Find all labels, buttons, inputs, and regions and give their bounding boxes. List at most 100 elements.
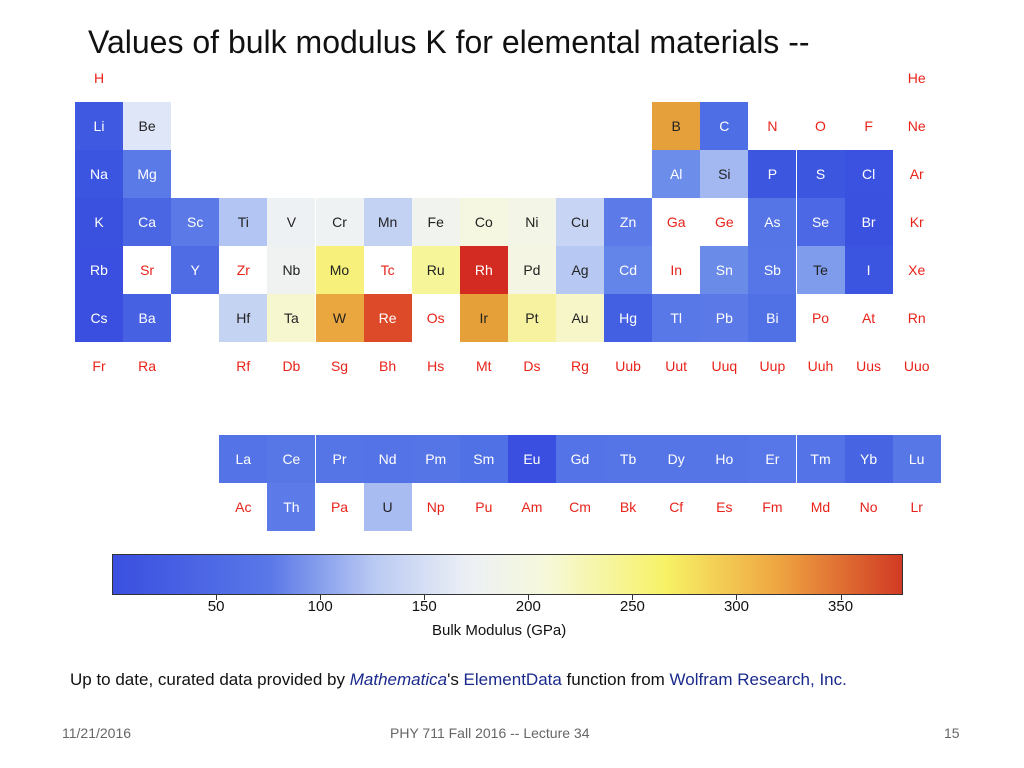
element-cell-lu: Lu — [892, 435, 941, 483]
element-cell-np: Np — [426, 499, 445, 515]
footer-course: PHY 711 Fall 2016 -- Lecture 34 — [390, 725, 590, 741]
element-cell-th: Th — [267, 483, 316, 531]
element-cell-ta: Ta — [267, 294, 316, 342]
element-cell-rg: Rg — [571, 358, 589, 374]
element-cell-sc: Sc — [171, 198, 220, 246]
element-cell-zr: Zr — [236, 262, 250, 278]
element-cell-mg: Mg — [123, 150, 172, 198]
element-cell-gd: Gd — [556, 435, 604, 483]
element-cell-nd: Nd — [363, 435, 412, 483]
element-cell-rb: Rb — [75, 246, 123, 294]
element-cell-si: Si — [700, 150, 749, 198]
element-cell-sr: Sr — [140, 262, 155, 278]
colorbar-tick-label: 100 — [307, 598, 333, 615]
colorbar-tick-label: 350 — [828, 598, 854, 615]
element-cell-eu: Eu — [507, 435, 556, 483]
element-cell-ti: Ti — [219, 198, 268, 246]
element-cell-pu: Pu — [475, 499, 493, 515]
element-cell-lr: Lr — [910, 499, 923, 515]
element-cell-ds: Ds — [523, 358, 541, 374]
element-cell-he: He — [907, 70, 926, 86]
element-cell-tl: Tl — [652, 294, 701, 342]
element-cell-pa: Pa — [330, 499, 349, 515]
element-cell-n: N — [767, 118, 778, 134]
element-cell-yb: Yb — [844, 435, 893, 483]
element-cell-in: In — [670, 262, 683, 278]
credit-elementdata[interactable]: ElementData — [463, 670, 562, 689]
credit-wolfram-link[interactable]: Wolfram Research, Inc. — [669, 670, 847, 689]
element-cell-at: At — [861, 310, 876, 326]
element-cell-bk: Bk — [619, 499, 637, 515]
element-cell-ar: Ar — [909, 166, 924, 182]
element-cell-y: Y — [171, 246, 220, 294]
element-cell-fm: Fm — [762, 499, 783, 515]
colorbar-label: Bulk Modulus (GPa) — [432, 622, 567, 639]
element-cell-i: I — [844, 246, 893, 294]
credit-prefix: Up to date, curated data provided by — [70, 670, 350, 689]
element-cell-am: Am — [521, 499, 543, 515]
element-cell-na: Na — [75, 150, 123, 198]
element-cell-tc: Tc — [380, 262, 395, 278]
colorbar-tick-mark — [320, 595, 322, 600]
element-cell-cl: Cl — [844, 150, 893, 198]
element-cell-mt: Mt — [476, 358, 492, 374]
footer-date: 11/21/2016 — [62, 725, 132, 741]
footer-page-number: 15 — [944, 725, 960, 741]
element-cell-ga: Ga — [666, 214, 686, 230]
element-cell-mo: Mo — [315, 246, 364, 294]
element-cell-fr: Fr — [92, 358, 106, 374]
element-cell-sb: Sb — [748, 246, 797, 294]
element-cell-hf: Hf — [219, 294, 268, 342]
element-cell-cf: Cf — [669, 499, 684, 515]
colorbar-tick-mark — [424, 595, 426, 600]
colorbar-tick-mark — [632, 595, 634, 600]
element-cell-s: S — [796, 150, 845, 198]
element-cell-cs: Cs — [75, 294, 123, 342]
credit-mathematica[interactable]: Mathematica — [349, 670, 448, 689]
element-cell-p: P — [748, 150, 797, 198]
element-cell-te: Te — [796, 246, 845, 294]
element-cell-sg: Sg — [330, 358, 349, 374]
element-cell-hg: Hg — [604, 294, 653, 342]
element-cell-xe: Xe — [908, 262, 926, 278]
colorbar-tick-mark — [736, 595, 738, 600]
element-cell-ho: Ho — [700, 435, 749, 483]
data-credit: Up to date, curated data provided by Mat… — [70, 670, 847, 690]
element-cell-cm: Cm — [569, 499, 591, 515]
element-cell-ba: Ba — [123, 294, 172, 342]
colorbar-tick-label: 250 — [619, 598, 645, 615]
element-cell-er: Er — [748, 435, 797, 483]
element-cell-la: La — [219, 435, 268, 483]
element-cell-ne: Ne — [907, 118, 926, 134]
element-cell-hs: Hs — [427, 358, 445, 374]
element-cell-md: Md — [810, 499, 831, 515]
colorbar-tick-label: 300 — [723, 598, 749, 615]
element-cell-nb: Nb — [267, 246, 316, 294]
element-cell-li: Li — [75, 102, 123, 150]
element-cell-al: Al — [652, 150, 701, 198]
element-cell-uut: Uut — [665, 358, 688, 374]
element-cell-es: Es — [716, 499, 733, 515]
element-cell-sn: Sn — [700, 246, 749, 294]
element-cell-co: Co — [459, 198, 508, 246]
element-cell-cd: Cd — [604, 246, 653, 294]
element-cell-bi: Bi — [748, 294, 797, 342]
element-cell-fe: Fe — [411, 198, 460, 246]
colorbar-tick-mark — [840, 595, 842, 600]
element-cell-k: K — [75, 198, 123, 246]
colorbar — [112, 554, 903, 595]
credit-possessive: 's — [447, 670, 464, 689]
element-cell-tm: Tm — [796, 435, 845, 483]
element-cell-uuo: Uuo — [903, 358, 930, 374]
element-cell-w: W — [315, 294, 364, 342]
element-cell-cu: Cu — [556, 198, 604, 246]
element-cell-ce: Ce — [267, 435, 316, 483]
element-cell-br: Br — [844, 198, 893, 246]
element-cell-f: F — [864, 118, 873, 134]
element-cell-uup: Uup — [759, 358, 786, 374]
colorbar-tick-mark — [216, 595, 218, 600]
element-cell-ag: Ag — [556, 246, 604, 294]
element-cell-pt: Pt — [507, 294, 556, 342]
element-cell-uub: Uub — [615, 358, 641, 374]
element-cell-po: Po — [811, 310, 830, 326]
